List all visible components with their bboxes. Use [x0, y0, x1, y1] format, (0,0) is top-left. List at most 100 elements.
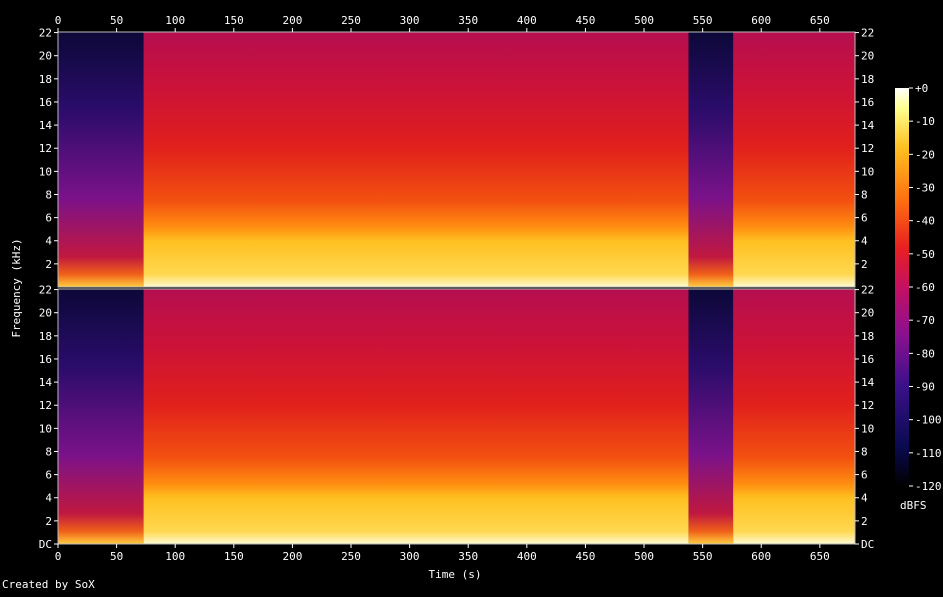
y-tick-right-2-8: 6	[861, 469, 868, 482]
y-tick-left-1-4: 14	[39, 119, 53, 132]
y-tick-left-2-10: 2	[45, 515, 52, 528]
colorbar-tick-8: -80	[915, 347, 935, 360]
x-tick-bottom-6: 300	[400, 550, 420, 563]
colorbar-tick-1: -10	[915, 115, 935, 128]
y-tick-left-1-2: 18	[39, 73, 52, 86]
x-tick-bottom-10: 500	[634, 550, 654, 563]
segment-quiet-2-3	[688, 289, 734, 544]
segment-loud-1-4	[733, 32, 855, 287]
x-tick-top-4: 200	[282, 14, 302, 27]
y-tick-right-1-1: 20	[861, 50, 874, 63]
y-tick-left-2-2: 18	[39, 330, 52, 343]
channel-panel-2	[57, 288, 856, 545]
x-tick-bottom-13: 650	[810, 550, 830, 563]
segment-loud-1-2	[143, 32, 689, 287]
x-tick-top-13: 650	[810, 14, 830, 27]
y-tick-left-1-8: 6	[45, 212, 52, 225]
x-tick-top-2: 100	[165, 14, 185, 27]
y-tick-left-1-7: 8	[45, 188, 52, 201]
x-tick-bottom-9: 450	[575, 550, 595, 563]
y-tick-right-1-7: 8	[861, 188, 868, 201]
y-tick-right-2-7: 8	[861, 445, 868, 458]
x-tick-bottom-0: 0	[55, 550, 62, 563]
colorbar-tick-12: -120	[915, 480, 942, 493]
y-tick-right-2-1: 20	[861, 307, 874, 320]
y-tick-right-2-4: 14	[861, 376, 875, 389]
y-tick-left-2-1: 20	[39, 307, 52, 320]
y-tick-right-2-11: DC	[861, 538, 874, 551]
x-tick-bottom-7: 350	[458, 550, 478, 563]
x-tick-top-12: 600	[751, 14, 771, 27]
y-tick-left-2-8: 6	[45, 469, 52, 482]
x-tick-top-1: 50	[110, 14, 123, 27]
y-tick-left-2-11: DC	[39, 538, 52, 551]
segment-loud-2-4	[733, 289, 855, 544]
colorbar-tick-6: -60	[915, 281, 935, 294]
y-axis-label: Frequency (kHz)	[10, 238, 23, 337]
colorbar-tick-0: +0	[915, 82, 928, 95]
y-tick-left-2-0: 22	[39, 284, 52, 297]
y-tick-left-1-1: 20	[39, 50, 52, 63]
y-tick-right-1-9: 4	[861, 235, 868, 248]
y-tick-left-2-4: 14	[39, 376, 53, 389]
y-tick-right-1-5: 12	[861, 142, 874, 155]
y-tick-left-2-9: 4	[45, 492, 52, 505]
colorbar-tick-11: -110	[915, 447, 942, 460]
y-tick-right-1-4: 14	[861, 119, 875, 132]
x-tick-bottom-2: 100	[165, 550, 185, 563]
y-tick-right-2-5: 12	[861, 399, 874, 412]
x-tick-top-11: 550	[693, 14, 713, 27]
colorbar-tick-10: -100	[915, 414, 942, 427]
y-tick-right-2-9: 4	[861, 492, 868, 505]
segment-loud-2-2	[143, 289, 689, 544]
x-tick-bottom-1: 50	[110, 550, 123, 563]
segment-quiet-2-1	[58, 289, 144, 544]
colorbar-tick-9: -90	[915, 381, 935, 394]
x-tick-top-0: 0	[55, 14, 62, 27]
y-tick-left-1-6: 10	[39, 165, 52, 178]
y-tick-right-2-3: 16	[861, 353, 874, 366]
y-tick-left-2-6: 10	[39, 422, 52, 435]
y-tick-left-1-3: 16	[39, 96, 52, 109]
colorbar-tick-3: -30	[915, 182, 935, 195]
x-tick-bottom-8: 400	[517, 550, 537, 563]
segment-quiet-1-3	[688, 32, 734, 287]
y-tick-right-2-2: 18	[861, 330, 874, 343]
y-tick-right-1-10: 2	[861, 258, 868, 271]
x-tick-bottom-11: 550	[693, 550, 713, 563]
y-tick-right-1-3: 16	[861, 96, 874, 109]
footer-credit: Created by SoX	[2, 578, 95, 591]
x-tick-top-10: 500	[634, 14, 654, 27]
colorbar-label: dBFS	[900, 499, 927, 512]
y-tick-right-1-6: 10	[861, 165, 874, 178]
colorbar-tick-4: -40	[915, 215, 935, 228]
y-tick-left-2-5: 12	[39, 399, 52, 412]
y-tick-right-2-6: 10	[861, 422, 874, 435]
y-tick-right-1-0: 22	[861, 27, 874, 40]
y-tick-left-1-10: 2	[45, 258, 52, 271]
y-tick-left-2-3: 16	[39, 353, 52, 366]
y-tick-right-1-2: 18	[861, 73, 874, 86]
y-tick-left-1-0: 22	[39, 27, 52, 40]
colorbar-tick-2: -20	[915, 148, 935, 161]
y-tick-right-2-0: 22	[861, 284, 874, 297]
x-tick-top-9: 450	[575, 14, 595, 27]
x-axis-label: Time (s)	[429, 568, 482, 581]
x-tick-bottom-12: 600	[751, 550, 771, 563]
colorbar-tick-5: -50	[915, 248, 935, 261]
colorbar-tick-7: -70	[915, 314, 935, 327]
x-tick-top-6: 300	[400, 14, 420, 27]
y-tick-left-1-9: 4	[45, 235, 52, 248]
segment-quiet-1-1	[58, 32, 144, 287]
x-tick-top-3: 150	[224, 14, 244, 27]
y-tick-right-1-8: 6	[861, 212, 868, 225]
y-tick-right-2-10: 2	[861, 515, 868, 528]
colorbar	[895, 88, 909, 486]
x-tick-top-8: 400	[517, 14, 537, 27]
x-tick-top-7: 350	[458, 14, 478, 27]
y-tick-left-1-5: 12	[39, 142, 52, 155]
x-tick-bottom-5: 250	[341, 550, 361, 563]
x-tick-top-5: 250	[341, 14, 361, 27]
x-tick-bottom-3: 150	[224, 550, 244, 563]
